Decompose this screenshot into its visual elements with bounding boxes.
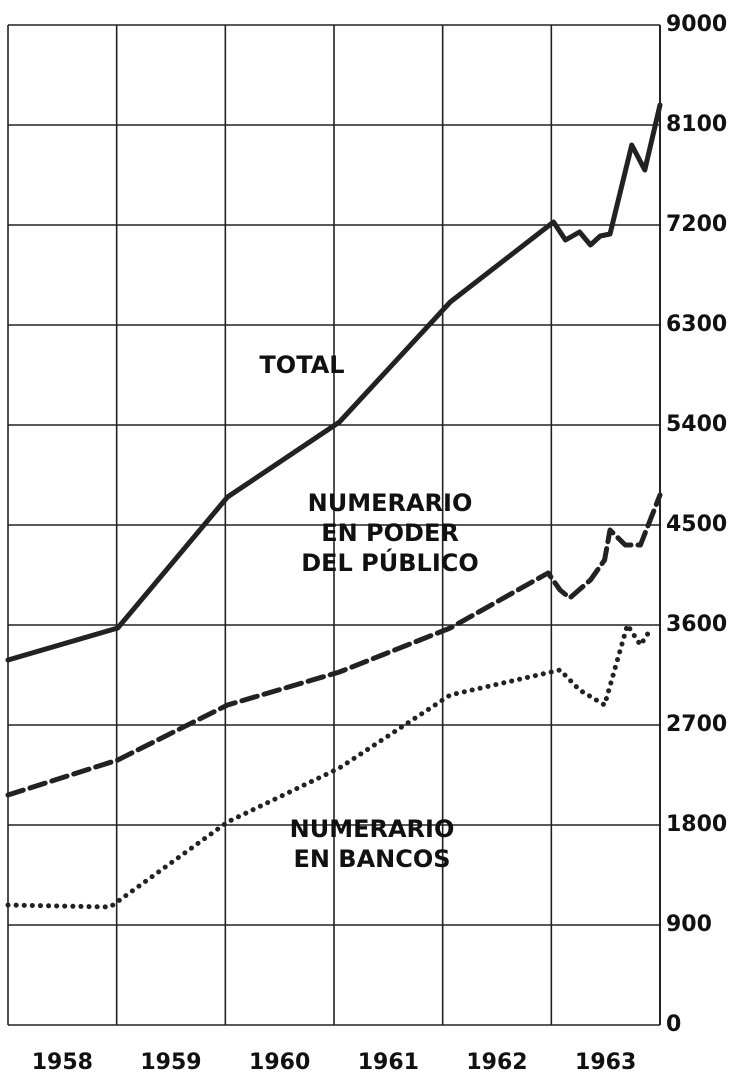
line-series — [5, 492, 663, 798]
annotation: TOTAL — [259, 351, 344, 379]
y-tick-label: 2700 — [666, 712, 727, 737]
annotation: NUMERARIO — [308, 489, 473, 517]
y-tick-label: 1800 — [666, 812, 727, 837]
y-tick-label: 5400 — [666, 412, 727, 437]
x-tick-label: 1959 — [140, 1050, 201, 1075]
line-series — [5, 622, 653, 910]
y-tick-label: 9000 — [666, 12, 727, 37]
annotation: NUMERARIO — [290, 815, 455, 843]
y-tick-label: 7200 — [666, 212, 727, 237]
annotation: DEL PÚBLICO — [301, 547, 479, 577]
line-series — [5, 102, 663, 663]
annotation: EN BANCOS — [293, 845, 450, 873]
y-tick-label: 6300 — [666, 312, 727, 337]
x-tick-label: 1960 — [249, 1050, 310, 1075]
annotation: EN PODER — [321, 519, 459, 547]
y-tick-label: 900 — [666, 912, 712, 937]
x-tick-label: 1962 — [466, 1050, 527, 1075]
x-tick-label: 1961 — [358, 1050, 419, 1075]
y-tick-label: 0 — [666, 1012, 681, 1037]
y-tick-label: 8100 — [666, 112, 727, 137]
x-tick-label: 1963 — [575, 1050, 636, 1075]
y-tick-label: 3600 — [666, 612, 727, 637]
y-tick-label: 4500 — [666, 512, 727, 537]
x-tick-label: 1958 — [32, 1050, 93, 1075]
